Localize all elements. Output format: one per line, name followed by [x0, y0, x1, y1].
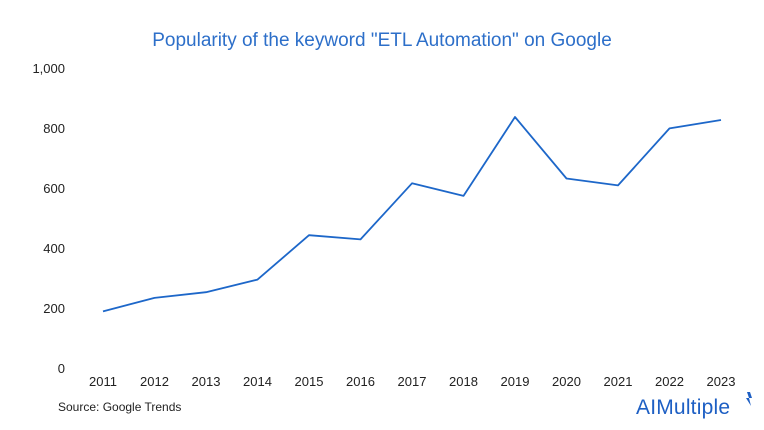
chart-title: Popularity of the keyword "ETL Automatio…	[152, 30, 612, 51]
x-tick-label: 2019	[501, 374, 530, 389]
brand-logo: AIMultiple	[636, 396, 731, 419]
x-tick-label: 2011	[89, 374, 117, 389]
x-tick-label: 2021	[604, 374, 633, 389]
series-group	[102, 116, 722, 313]
x-tick-label: 2014	[243, 374, 272, 389]
y-tick-label: 200	[43, 301, 65, 316]
x-tick-label: 2012	[140, 374, 169, 389]
y-axis-ticks: 0 200 400 600 800 1,000	[32, 61, 65, 376]
x-axis-ticks: 2011 2012 2013 2014 2015 2016 2017 2018 2019 2020…	[89, 374, 735, 389]
y-tick-label: 1,000	[32, 61, 65, 76]
y-tick-label: 0	[58, 361, 65, 376]
x-tick-label: 2015	[295, 374, 324, 389]
x-tick-label: 2020	[552, 374, 581, 389]
y-tick-label: 400	[43, 241, 65, 256]
y-tick-label: 600	[43, 181, 65, 196]
y-tick-label: 800	[43, 121, 65, 136]
x-tick-label: 2023	[707, 374, 736, 389]
series-line	[102, 116, 722, 313]
x-tick-label: 2018	[449, 374, 478, 389]
x-tick-label: 2022	[655, 374, 684, 389]
x-tick-label: 2013	[192, 374, 221, 389]
source-note: Source: Google Trends	[58, 400, 182, 414]
brand-mark-icon	[746, 392, 752, 406]
x-tick-label: 2017	[398, 374, 427, 389]
x-tick-label: 2016	[346, 374, 375, 389]
